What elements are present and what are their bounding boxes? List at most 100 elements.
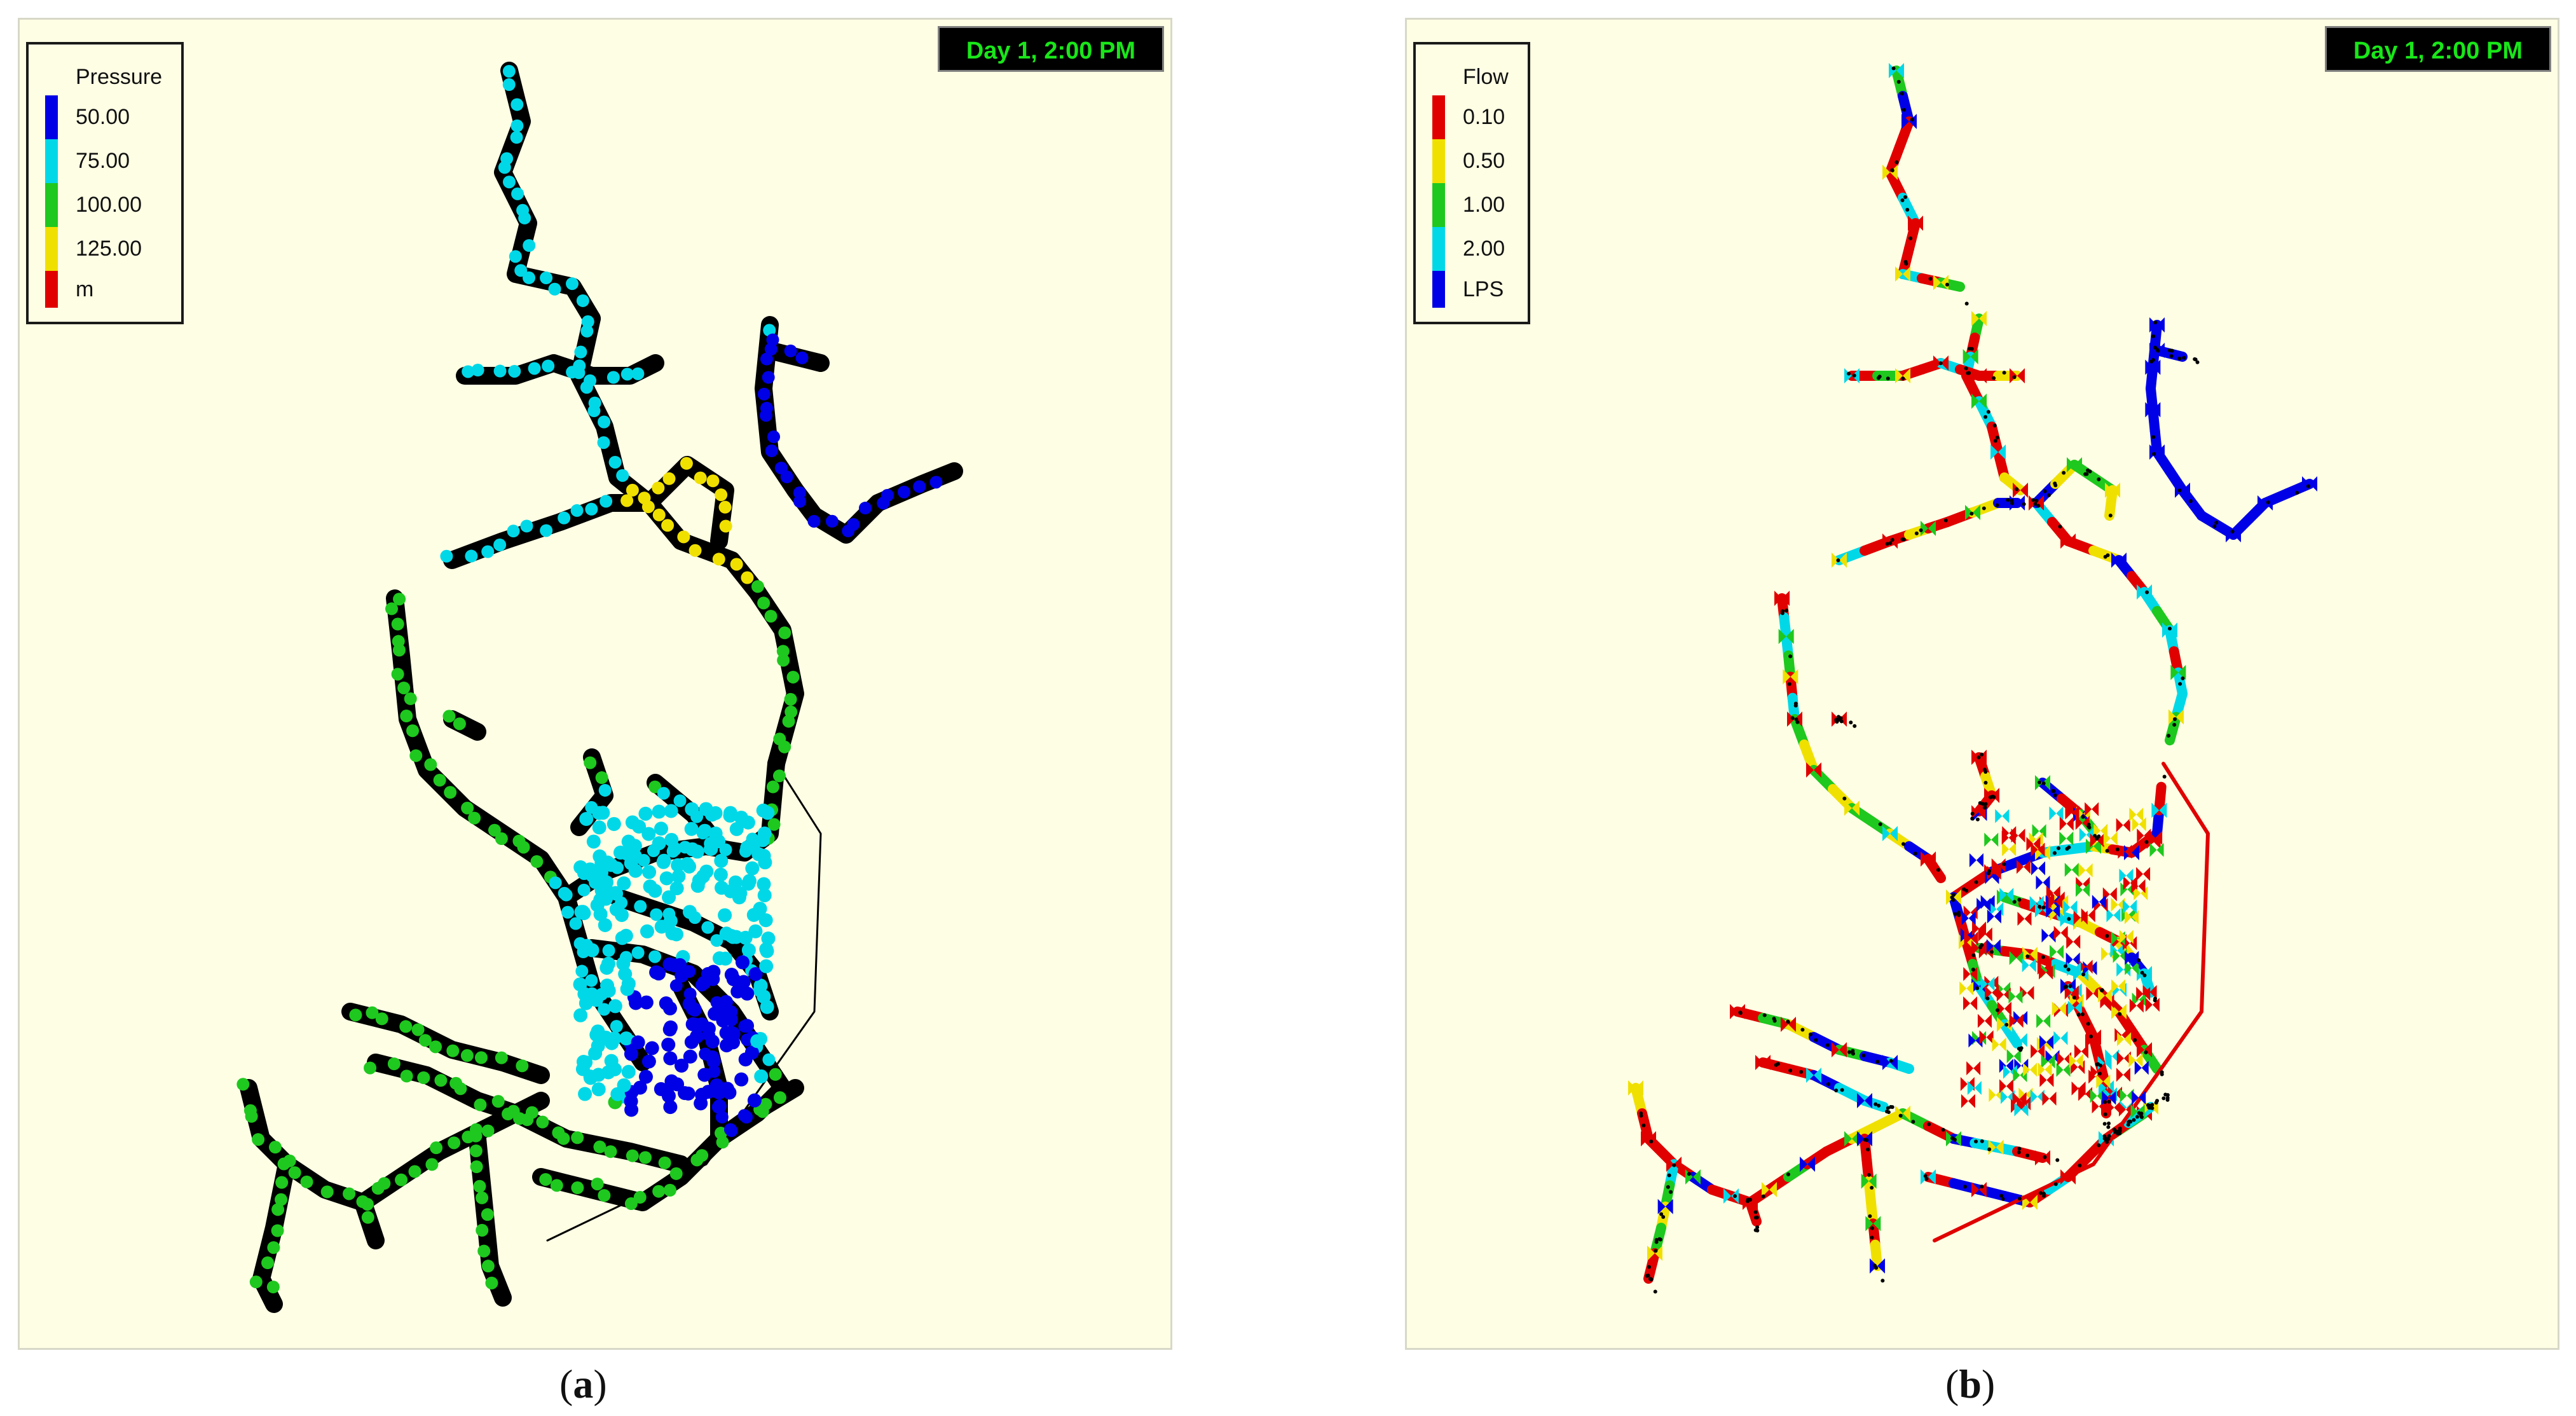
junction-node	[474, 1051, 488, 1064]
node-marker	[1658, 1237, 1662, 1242]
valve-symbol	[2157, 444, 2165, 460]
junction-node	[491, 1095, 505, 1108]
junction-node	[730, 558, 743, 571]
junction-node	[536, 1115, 549, 1129]
node-marker	[1886, 1110, 1891, 1115]
junction-node	[433, 774, 446, 787]
junction-node	[734, 1072, 749, 1087]
junction-node	[493, 364, 507, 378]
valve-symbol	[2060, 912, 2067, 927]
node-marker	[2083, 472, 2088, 476]
node-marker	[2086, 822, 2091, 827]
node-marker	[1787, 682, 1792, 686]
junction-node	[634, 900, 647, 913]
junction-node	[756, 1105, 769, 1118]
junction-node	[929, 476, 943, 489]
junction-node	[589, 1028, 604, 1042]
node-marker	[2097, 1143, 2101, 1148]
node-marker	[1853, 724, 1857, 728]
junction-node	[271, 1203, 285, 1216]
valve-symbol	[1832, 553, 1839, 568]
valve-symbol	[2073, 935, 2081, 949]
legend-swatch-5	[1432, 271, 1445, 308]
valve-symbol	[2074, 961, 2081, 976]
junction-node	[595, 771, 608, 785]
valve-symbol	[1882, 165, 1890, 180]
valve-symbol	[1665, 1199, 1673, 1214]
junction-node	[469, 1129, 483, 1143]
junction-node	[349, 1008, 362, 1022]
node-marker	[1851, 1048, 1855, 1053]
junction-node	[576, 294, 589, 307]
valve-symbol	[2119, 930, 2127, 944]
valve-symbol	[2078, 863, 2086, 877]
valve-symbol	[1787, 711, 1795, 727]
legend-value: 2.00	[1463, 237, 1505, 261]
junction-node	[602, 944, 615, 957]
node-marker	[2150, 1103, 2155, 1107]
valve-symbol	[2099, 1131, 2106, 1146]
valve-symbol	[1961, 911, 1969, 926]
junction-node	[687, 1002, 702, 1017]
valve-symbol	[2110, 831, 2118, 846]
valve-symbol	[2020, 1011, 2028, 1026]
junction-node	[764, 610, 778, 623]
junction-node	[409, 749, 423, 762]
valve-symbol	[2023, 1062, 2031, 1077]
junction-node	[523, 271, 536, 284]
node-marker	[2058, 525, 2062, 529]
junction-node	[418, 1034, 432, 1047]
node-marker	[1896, 79, 1901, 84]
valve-symbol	[1890, 826, 1898, 841]
junction-node	[757, 877, 771, 891]
junction-node	[585, 502, 598, 516]
valve-symbol	[2125, 910, 2132, 925]
valve-symbol	[2109, 887, 2117, 902]
valve-symbol	[2103, 831, 2111, 846]
node-marker	[2053, 793, 2057, 797]
junction-node	[481, 545, 495, 558]
node-marker	[1989, 950, 1994, 954]
valve-symbol	[2017, 495, 2025, 511]
legend-unit: LPS	[1463, 277, 1504, 301]
valve-symbol	[2145, 998, 2153, 1012]
junction-node	[776, 645, 790, 658]
node-marker	[1952, 1138, 1957, 1142]
valve-symbol	[1970, 905, 1978, 920]
node-marker	[1950, 895, 1954, 900]
valve-symbol	[1987, 977, 1995, 991]
junction-node	[766, 780, 779, 794]
valve-symbol	[2055, 894, 2063, 909]
node-marker	[1953, 912, 1957, 916]
junction-node	[493, 538, 507, 551]
node-marker	[2108, 513, 2113, 518]
valve-symbol	[2106, 908, 2114, 923]
node-marker	[1885, 542, 1889, 546]
junction-node	[631, 946, 645, 959]
pipe-segment	[1923, 854, 1946, 883]
junction-node	[673, 794, 687, 808]
junction-node	[387, 1057, 401, 1071]
valve-symbol	[2149, 842, 2157, 857]
valve-symbol	[2013, 1068, 2020, 1083]
node-marker	[2038, 1191, 2043, 1195]
node-marker	[1866, 1147, 1870, 1151]
valve-symbol	[2119, 1004, 2127, 1019]
valve-symbol	[2257, 495, 2265, 511]
valve-symbol	[2138, 879, 2146, 893]
junction-node	[744, 1045, 759, 1060]
valve-symbol	[2014, 1102, 2022, 1117]
valve-symbol	[2045, 1050, 2053, 1064]
valve-symbol	[1795, 711, 1802, 727]
node-marker	[2178, 682, 2182, 686]
valve-symbol	[1997, 1001, 2004, 1016]
node-marker	[2055, 1158, 2060, 1162]
valve-symbol	[2141, 886, 2148, 900]
valve-symbol	[1895, 368, 1903, 383]
junction-node	[477, 1244, 491, 1258]
junction-node	[671, 869, 686, 884]
valve-symbol	[2126, 930, 2134, 944]
valve-symbol	[2027, 986, 2034, 1000]
node-marker	[2017, 1197, 2022, 1201]
valve-symbol	[1987, 895, 1995, 909]
